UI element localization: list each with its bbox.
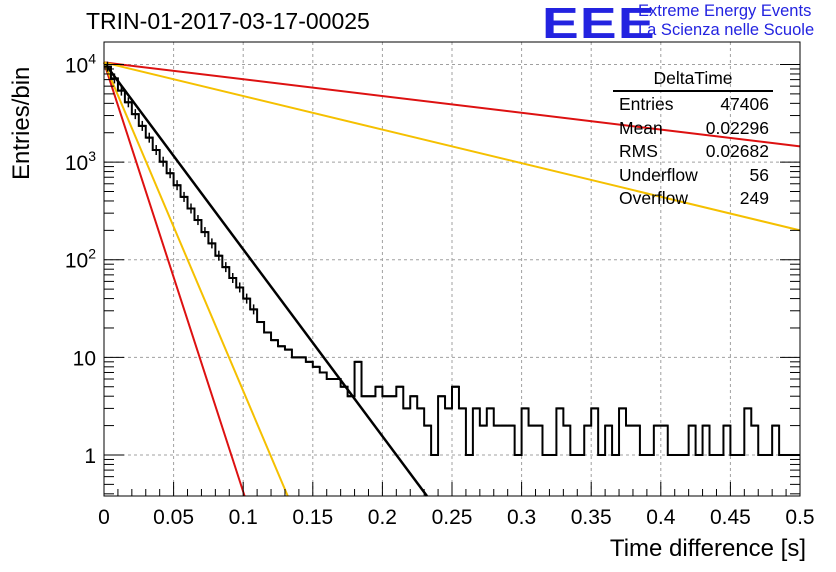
stats-label: Overflow bbox=[619, 188, 689, 208]
stats-value: 0.02682 bbox=[705, 141, 769, 161]
fit-curve-3 bbox=[103, 61, 801, 148]
y-tick-label: 10 bbox=[73, 347, 96, 370]
stats-value: 249 bbox=[739, 188, 769, 208]
stats-label: RMS bbox=[619, 141, 658, 161]
stats-title: DeltaTime bbox=[613, 68, 773, 92]
x-tick-label: 0 bbox=[98, 506, 110, 529]
y-tick-label: 103 bbox=[65, 148, 96, 175]
fit-curves bbox=[102, 61, 801, 497]
stats-box: DeltaTime Entries 47406 Mean 0.02296 RMS 0.… bbox=[611, 68, 777, 212]
histogram bbox=[104, 61, 800, 456]
x-tick-label: 0.15 bbox=[292, 506, 333, 529]
stats-row: RMS 0.02682 bbox=[611, 141, 777, 165]
x-tick-label: 0.45 bbox=[710, 506, 751, 529]
fit-curve-4 bbox=[103, 61, 801, 232]
eee-logo: EEE bbox=[542, 0, 656, 48]
stats-row: Underflow 56 bbox=[611, 165, 777, 189]
y-tick-label: 102 bbox=[65, 246, 96, 273]
axes: 0 0.05 0.1 0.15 0.2 0.25 0.3 0.35 0.4 0.45 0.5 1 10 1… bbox=[65, 50, 815, 529]
y-axis-label: Entries/bin bbox=[8, 66, 35, 180]
stats-label: Entries bbox=[619, 94, 674, 114]
fit-curve-1 bbox=[103, 62, 246, 497]
y-tick-label: 1 bbox=[84, 445, 96, 468]
logo-caption: Extreme Energy Events La Scienza nelle S… bbox=[638, 2, 814, 40]
stats-label: Mean bbox=[619, 117, 663, 138]
chart-title: TRIN-01-2017-03-17-00025 bbox=[86, 8, 370, 34]
x-tick-label: 0.1 bbox=[229, 506, 258, 529]
logo-caption-line2: La Scienza nelle Scuole bbox=[638, 21, 815, 39]
logo-caption-line1: Extreme Energy Events bbox=[638, 2, 812, 20]
stats-value: 0.02296 bbox=[705, 117, 769, 138]
x-axis-label: Time difference [s] bbox=[609, 535, 806, 562]
stats-value: 47406 bbox=[720, 94, 769, 114]
x-tick-label: 0.5 bbox=[785, 506, 814, 529]
y-tick-label: 104 bbox=[65, 50, 96, 77]
stats-row: Entries 47406 bbox=[611, 94, 777, 118]
x-tick-label: 0.25 bbox=[432, 506, 473, 529]
x-tick-label: 0.35 bbox=[571, 506, 612, 529]
stats-row: Overflow 249 bbox=[611, 188, 777, 212]
x-tick-label: 0.3 bbox=[507, 506, 536, 529]
stats-value: 56 bbox=[749, 164, 769, 185]
stats-label: Underflow bbox=[619, 164, 698, 185]
x-tick-label: 0.2 bbox=[368, 506, 397, 529]
fit-curve-0 bbox=[102, 61, 428, 497]
x-tick-label: 0.4 bbox=[646, 506, 676, 529]
x-tick-label: 0.05 bbox=[153, 506, 194, 529]
stats-row: Mean 0.02296 bbox=[611, 118, 777, 142]
fit-curve-2 bbox=[103, 62, 289, 497]
